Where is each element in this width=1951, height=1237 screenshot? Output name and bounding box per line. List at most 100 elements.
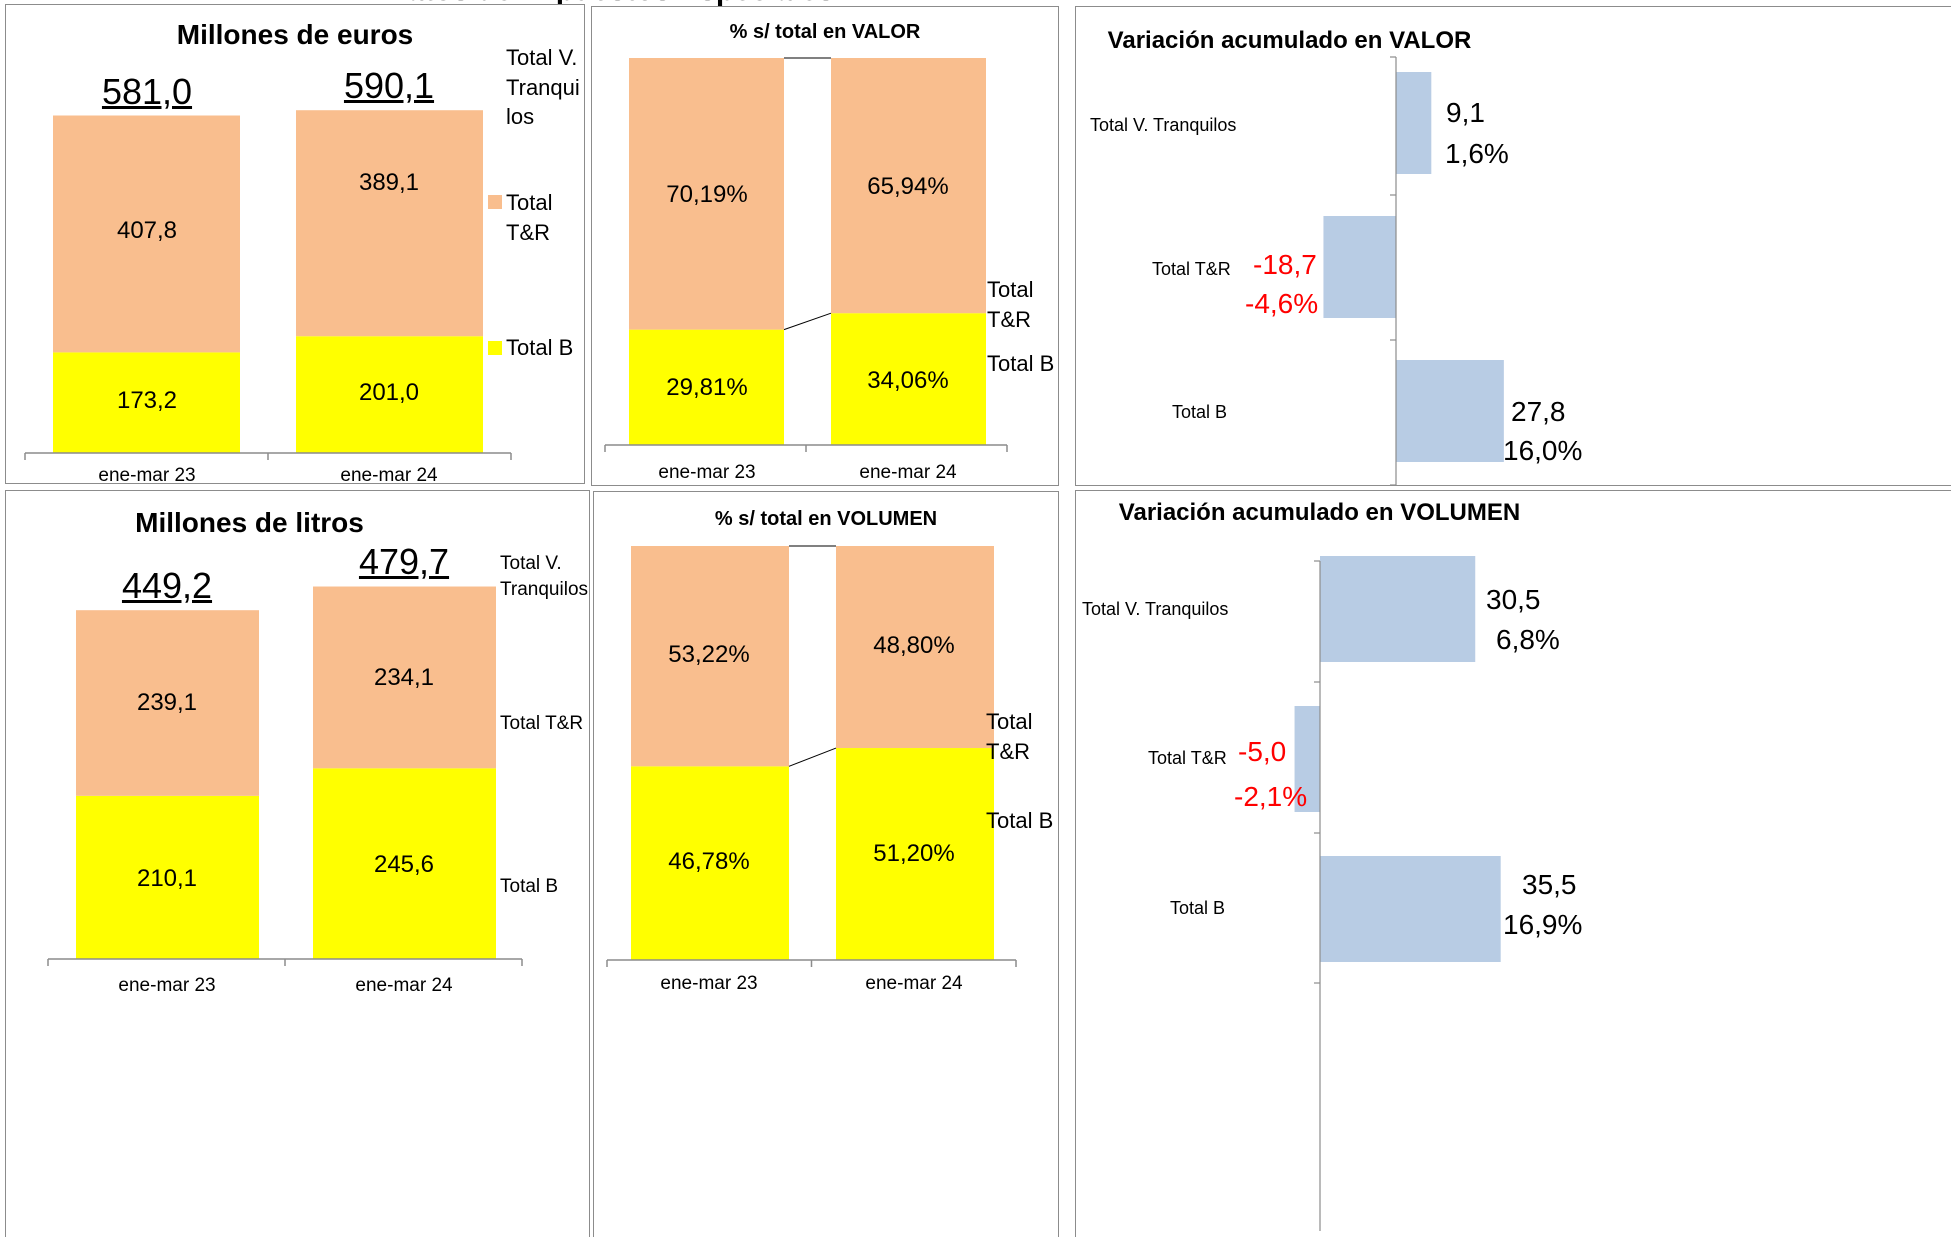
series-line xyxy=(788,747,837,767)
data-label: 51,20% xyxy=(873,840,955,867)
data-label: 48,80% xyxy=(873,632,955,659)
series-line xyxy=(783,312,832,331)
data-label: 29,81% xyxy=(666,374,748,401)
bar-total-tr xyxy=(53,115,240,353)
legend-tr: Total T&R xyxy=(500,713,584,734)
chart-title: Millones de euros xyxy=(176,19,414,50)
legend-swatch-tr xyxy=(488,195,502,209)
bar-total-b xyxy=(631,766,789,960)
bar-total-b xyxy=(76,795,259,959)
chart-title: Millones de litros xyxy=(135,507,364,538)
pct-label: 16,0% xyxy=(1503,435,1583,466)
variation-bar xyxy=(1294,706,1320,812)
bar-total-tr xyxy=(76,610,259,796)
category-label: Total V. Tranquilos xyxy=(1082,599,1229,619)
legend-tr: Total T&R xyxy=(506,190,553,245)
pct-label: -4,6% xyxy=(1245,288,1319,319)
chart-title: Variación acumulado en VALOR xyxy=(1107,27,1472,54)
bar-total-tr xyxy=(629,58,784,330)
bar-total-tr xyxy=(631,546,789,767)
x-tick-label: ene-mar 23 xyxy=(118,975,216,996)
chart-variacion-valor: Variación acumulado en VALOR Total V. Tr… xyxy=(1075,6,1951,486)
chart-millones-litros: Millones de litros 449,2 479,7 239,1 234… xyxy=(5,490,590,1237)
value-label: 9,1 xyxy=(1446,97,1485,128)
chart-pct-volumen: % s/ total en VOLUMEN 53,22% 48,80% 46,7… xyxy=(593,491,1059,1237)
category-label: Total V. Tranquilos xyxy=(1090,115,1237,135)
chart-svg xyxy=(47,586,523,966)
bar-total-tr xyxy=(836,546,994,749)
total-label: 449,2 xyxy=(121,565,213,606)
bar-total-b xyxy=(53,352,240,453)
value-label: 30,5 xyxy=(1486,584,1541,615)
legend-swatch-b xyxy=(488,341,502,355)
total-label: 479,7 xyxy=(358,541,450,582)
chart-title: Variación acumulado en VOLUMEN xyxy=(1118,499,1521,526)
data-label: 234,1 xyxy=(373,664,435,691)
bar-total-b xyxy=(313,768,496,959)
data-label: 34,06% xyxy=(867,367,949,394)
chart-svg xyxy=(1323,56,1504,485)
pct-label: -2,1% xyxy=(1234,781,1308,812)
bar-total-tr xyxy=(831,58,986,314)
data-label: 245,6 xyxy=(373,851,435,878)
x-tick-label: ene-mar 23 xyxy=(98,465,196,484)
legend-b: Total B xyxy=(987,351,1055,376)
data-label: 407,8 xyxy=(116,217,178,244)
x-tick-label: ene-mar 23 xyxy=(660,973,758,994)
bar-total-tr xyxy=(313,586,496,769)
data-label: 239,1 xyxy=(136,689,198,716)
chart-svg xyxy=(606,545,1017,967)
x-tick-label: ene-mar 24 xyxy=(859,462,957,483)
bar-total-b xyxy=(836,748,994,960)
chart-title: % s/ total en VOLUMEN xyxy=(714,508,938,530)
chart-variacion-volumen: Variación acumulado en VOLUMEN Total V. … xyxy=(1075,490,1951,1237)
bar-total-tr xyxy=(296,110,483,337)
data-label: 173,2 xyxy=(116,387,178,414)
variation-bar xyxy=(1323,216,1396,318)
page-title: Datos de Impuestos Especiales xyxy=(380,0,840,8)
legend-b: Total B xyxy=(500,876,559,897)
legend-b: Total B xyxy=(986,808,1054,833)
legend-tr: Total T&R xyxy=(987,277,1034,332)
legend-b: Total B xyxy=(506,335,574,360)
chart-svg xyxy=(1294,556,1501,1231)
variation-bar xyxy=(1396,360,1504,462)
total-label: 590,1 xyxy=(343,65,435,106)
data-label: 201,0 xyxy=(358,379,420,406)
bar-total-b xyxy=(629,329,784,445)
chart-pct-valor: % s/ total en VALOR 70,19% 65,94% 29,81%… xyxy=(591,6,1059,486)
category-label: Total B xyxy=(1172,402,1228,422)
chart-svg xyxy=(604,57,1008,452)
legend-tr: Total T&R xyxy=(986,709,1033,764)
bar-total-b xyxy=(296,336,483,453)
data-label: 65,94% xyxy=(867,173,949,200)
data-label: 210,1 xyxy=(136,865,198,892)
data-label: 53,22% xyxy=(668,641,750,668)
total-label: 581,0 xyxy=(101,71,193,112)
bar-total-b xyxy=(831,313,986,445)
x-tick-label: ene-mar 24 xyxy=(340,465,438,484)
chart-svg xyxy=(24,110,512,460)
variation-bar xyxy=(1320,856,1501,962)
variation-bar xyxy=(1320,556,1476,662)
chart-title: % s/ total en VALOR xyxy=(729,21,921,43)
data-label: 46,78% xyxy=(668,848,750,875)
data-label: 70,19% xyxy=(666,181,748,208)
chart-millones-euros: Millones de euros 581,0 590,1 407,8 389,… xyxy=(5,4,585,484)
value-label: -5,0 xyxy=(1238,736,1287,767)
value-label: -18,7 xyxy=(1253,249,1317,280)
category-label: Total T&R xyxy=(1148,748,1227,768)
pct-label: 16,9% xyxy=(1503,909,1583,940)
category-label: Total B xyxy=(1170,898,1226,918)
legend-total: Total V. Tranquilos xyxy=(500,553,589,600)
category-label: Total T&R xyxy=(1152,259,1231,279)
pct-label: 1,6% xyxy=(1445,138,1509,169)
pct-label: 6,8% xyxy=(1496,624,1560,655)
x-tick-label: ene-mar 24 xyxy=(865,973,963,994)
data-label: 389,1 xyxy=(358,169,420,196)
x-tick-label: ene-mar 24 xyxy=(355,975,453,996)
value-label: 35,5 xyxy=(1522,869,1577,900)
value-label: 27,8 xyxy=(1511,396,1566,427)
x-tick-label: ene-mar 23 xyxy=(658,462,756,483)
legend-total: Total V. Tranquilos xyxy=(506,45,580,130)
